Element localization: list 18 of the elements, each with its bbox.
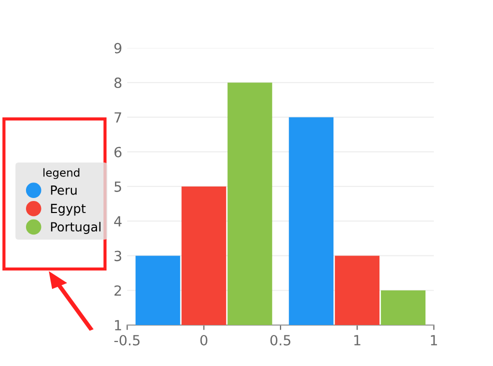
x-tick-label: 1 bbox=[430, 335, 437, 346]
y-tick-label: 3 bbox=[114, 250, 122, 262]
legend-label: Portugal bbox=[51, 222, 100, 234]
x-tick-label: 0.5 bbox=[270, 334, 290, 346]
x-tick-label: 0 bbox=[200, 334, 208, 346]
y-tick-label: 9 bbox=[114, 42, 122, 54]
y-tick-label: 2 bbox=[114, 285, 121, 296]
legend-label: Egypt bbox=[51, 204, 86, 216]
x-tick-label: 1 bbox=[354, 335, 360, 346]
x-tick-label: -0.5 bbox=[114, 334, 140, 346]
y-tick-label: 5 bbox=[114, 182, 122, 192]
y-tick-label: 1 bbox=[115, 320, 122, 330]
y-tick-label: 4 bbox=[114, 216, 122, 226]
y-tick-label: 7 bbox=[114, 112, 122, 122]
y-tick-label: 6 bbox=[114, 146, 122, 158]
legend-label: Peru bbox=[51, 186, 77, 195]
y-tick-label: 8 bbox=[114, 78, 122, 88]
legend-title: legend bbox=[43, 168, 80, 179]
